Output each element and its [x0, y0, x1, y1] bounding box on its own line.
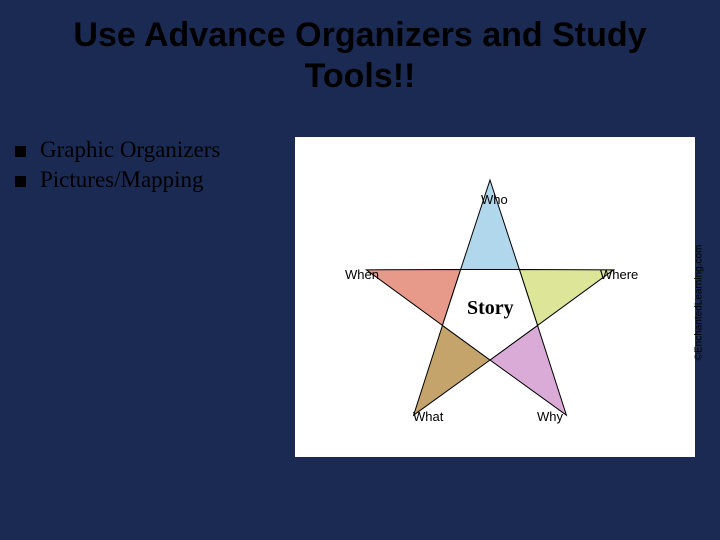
- bullet-text: Pictures/Mapping: [40, 167, 204, 193]
- copyright-text: ©EnchantedLearning.com: [694, 244, 705, 360]
- star-point-label: Who: [481, 192, 508, 207]
- slide-title: Use Advance Organizers and Study Tools!!: [0, 0, 720, 102]
- star-point-label: Why: [537, 409, 563, 424]
- bullet-text: Graphic Organizers: [40, 137, 220, 163]
- star-diagram: Story ©EnchantedLearning.com WhoWhereWhy…: [295, 137, 695, 457]
- bullet-square-icon: [15, 176, 26, 187]
- bullet-square-icon: [15, 146, 26, 157]
- list-item: Pictures/Mapping: [15, 167, 295, 193]
- star-point-label: Where: [600, 267, 638, 282]
- list-item: Graphic Organizers: [15, 137, 295, 163]
- bullet-list: Graphic Organizers Pictures/Mapping: [15, 137, 295, 457]
- star-point-label: What: [413, 409, 443, 424]
- star-point-label: When: [345, 267, 379, 282]
- star-center-label: Story: [467, 297, 514, 320]
- content-area: Graphic Organizers Pictures/Mapping Stor…: [0, 102, 720, 457]
